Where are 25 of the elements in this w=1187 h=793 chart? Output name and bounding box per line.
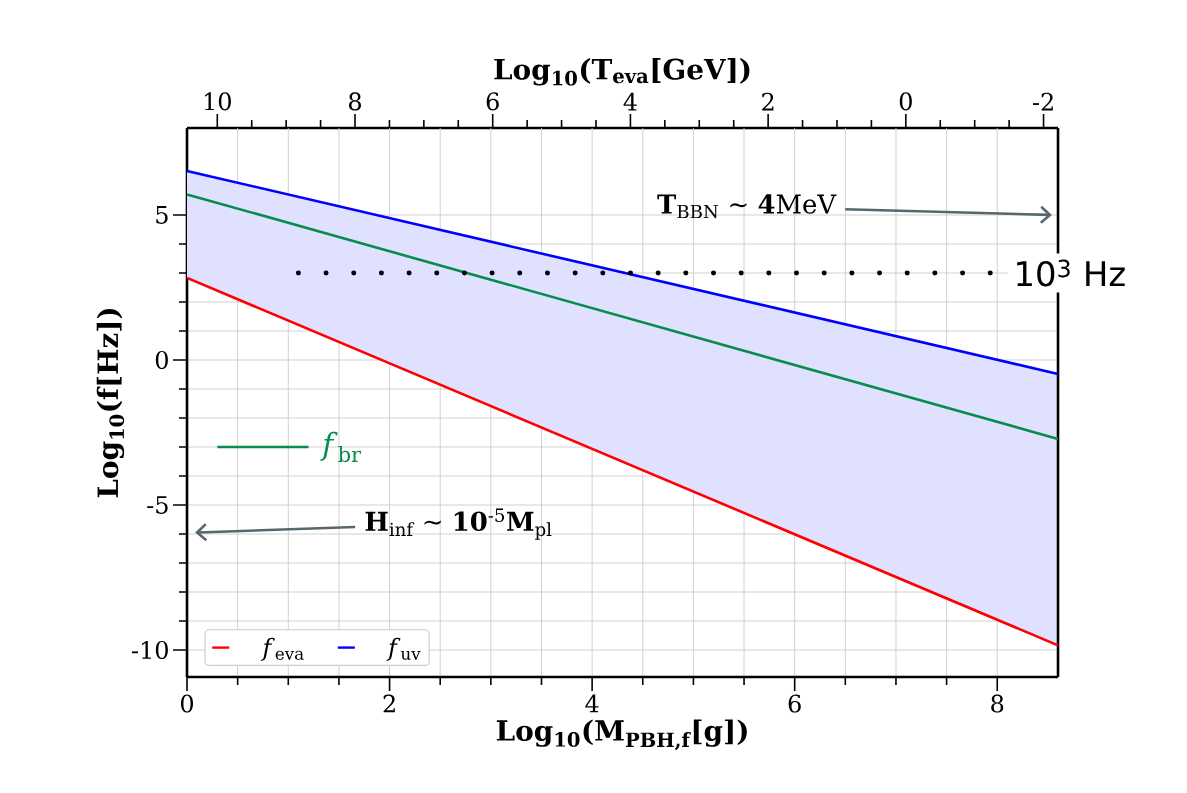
annotation: T$_{BBN}$ ∼ 4MeV xyxy=(657,194,837,219)
y-tick-label: 5 xyxy=(156,206,168,224)
x-tick-label: 8 xyxy=(991,694,1004,713)
x2-tick-label: 10 xyxy=(205,92,231,111)
x-axis-title: Log$_{10}$(M$_{PBH,f}$[g]) xyxy=(496,719,747,751)
x2-tick-label: 4 xyxy=(623,92,637,111)
x2-tick-label: 0 xyxy=(899,92,912,111)
x-tick-label: 2 xyxy=(383,694,395,713)
legend-label: f$_{uv}$ xyxy=(386,637,421,661)
x-tick-label: 6 xyxy=(788,694,801,713)
legend-label: f$_{eva}$ xyxy=(260,637,304,661)
x2-tick-label: 2 xyxy=(762,92,774,111)
y-tick-label: 0 xyxy=(155,350,168,370)
annotation: H$_{inf}$ ∼ 10$^{-5}$M$_{pl}$ xyxy=(365,508,552,540)
annotation: 10$^{3}$ Hz xyxy=(1017,259,1125,287)
x2-tick-label: 6 xyxy=(486,92,499,111)
legend-label: f$_{br}$ xyxy=(320,431,362,463)
x2-axis-title: Log$_{10}$(T$_{eva}$[GeV]) xyxy=(494,58,750,86)
x2-tick-label: -2 xyxy=(1032,92,1053,111)
x-tick-label: 0 xyxy=(180,694,194,713)
y-tick-label: -10 xyxy=(132,640,168,660)
x-tick-label: 4 xyxy=(585,694,599,713)
x2-tick-label: 8 xyxy=(348,92,361,111)
y-axis-title: Log$_{10}$(f[Hz]) xyxy=(96,308,125,498)
y-tick-label: -5 xyxy=(147,496,168,514)
